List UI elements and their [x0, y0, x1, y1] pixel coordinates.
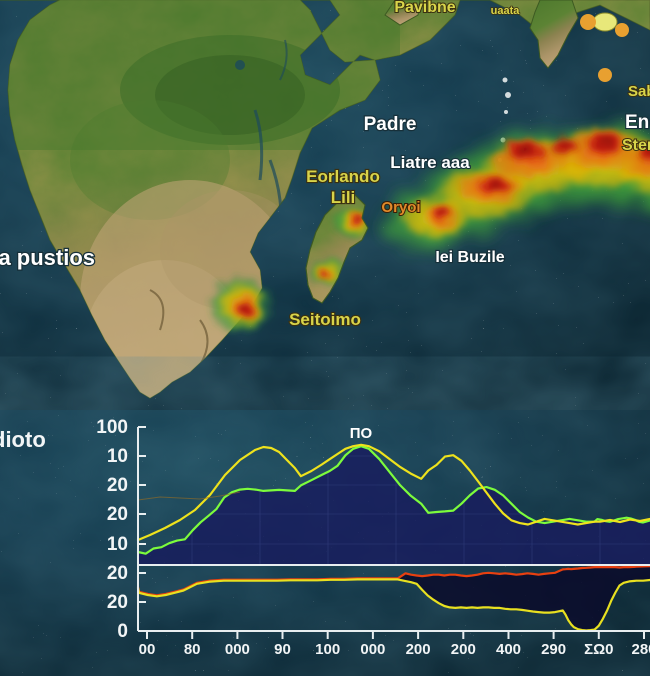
svg-text:100: 100: [315, 641, 340, 658]
svg-text:000: 000: [225, 641, 250, 658]
svg-text:280: 280: [631, 641, 650, 658]
svg-text:dioto: dioto: [0, 427, 46, 452]
svg-text:0: 0: [117, 621, 128, 642]
svg-text:Eorlando: Eorlando: [306, 167, 380, 186]
svg-text:10: 10: [107, 534, 128, 555]
svg-text:90: 90: [274, 641, 291, 658]
svg-text:200: 200: [451, 641, 476, 658]
svg-text:00: 00: [139, 641, 156, 658]
svg-text:20: 20: [107, 504, 128, 525]
svg-text:Pavibne: Pavibne: [394, 0, 455, 16]
svg-text:20: 20: [107, 592, 128, 613]
svg-text:uaata: uaata: [491, 5, 521, 17]
svg-text:Padre: Padre: [364, 114, 417, 135]
svg-text:ΣΩ0: ΣΩ0: [584, 641, 613, 658]
svg-text:80: 80: [184, 641, 201, 658]
svg-text:20: 20: [107, 563, 128, 584]
svg-text:000: 000: [360, 641, 385, 658]
svg-text:ПО: ПО: [350, 425, 373, 442]
svg-text:20: 20: [107, 475, 128, 496]
svg-text:Iei Buzile: Iei Buzile: [435, 249, 504, 266]
svg-text:Liatre aaa: Liatre aaa: [390, 153, 470, 172]
svg-text:Ene: Ene: [625, 112, 650, 133]
svg-text:290: 290: [541, 641, 566, 658]
svg-text:Sabanam: Sabanam: [628, 83, 650, 100]
svg-text:ua pustios: ua pustios: [0, 245, 95, 270]
svg-text:200: 200: [406, 641, 431, 658]
svg-text:400: 400: [496, 641, 521, 658]
svg-text:Oryoi: Oryoi: [381, 199, 420, 216]
svg-text:10: 10: [107, 446, 128, 467]
svg-text:Lili: Lili: [331, 188, 356, 207]
svg-text:100: 100: [96, 417, 128, 438]
svg-text:Seitoimo: Seitoimo: [289, 310, 361, 329]
svg-text:Stenmpi: Stenmpi: [622, 137, 650, 154]
